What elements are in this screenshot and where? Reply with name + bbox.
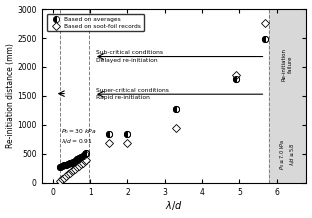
X-axis label: $\lambda/d$: $\lambda/d$ — [165, 199, 183, 213]
Text: Super-critical conditions: Super-critical conditions — [96, 88, 169, 93]
Legend: Based on averages, Based on soot-foil records: Based on averages, Based on soot-foil re… — [47, 14, 144, 31]
Text: $P_0 = 30$ kPa
$\lambda/d = 0.91$: $P_0 = 30$ kPa $\lambda/d = 0.91$ — [61, 127, 97, 145]
Text: Sub-critical conditions: Sub-critical conditions — [96, 50, 163, 55]
Text: Rapid re-initiation: Rapid re-initiation — [96, 95, 150, 100]
Text: Re-initiation
failure: Re-initiation failure — [282, 48, 292, 81]
Bar — [269, 9, 306, 183]
Y-axis label: Re-initiation distance (mm): Re-initiation distance (mm) — [6, 44, 15, 148]
Text: Delayed re-initiation: Delayed re-initiation — [96, 58, 157, 63]
Text: $P_0 \leq 7.0$ kPa
$\lambda/d \geq 5.8$: $P_0 \leq 7.0$ kPa $\lambda/d \geq 5.8$ — [278, 138, 296, 170]
